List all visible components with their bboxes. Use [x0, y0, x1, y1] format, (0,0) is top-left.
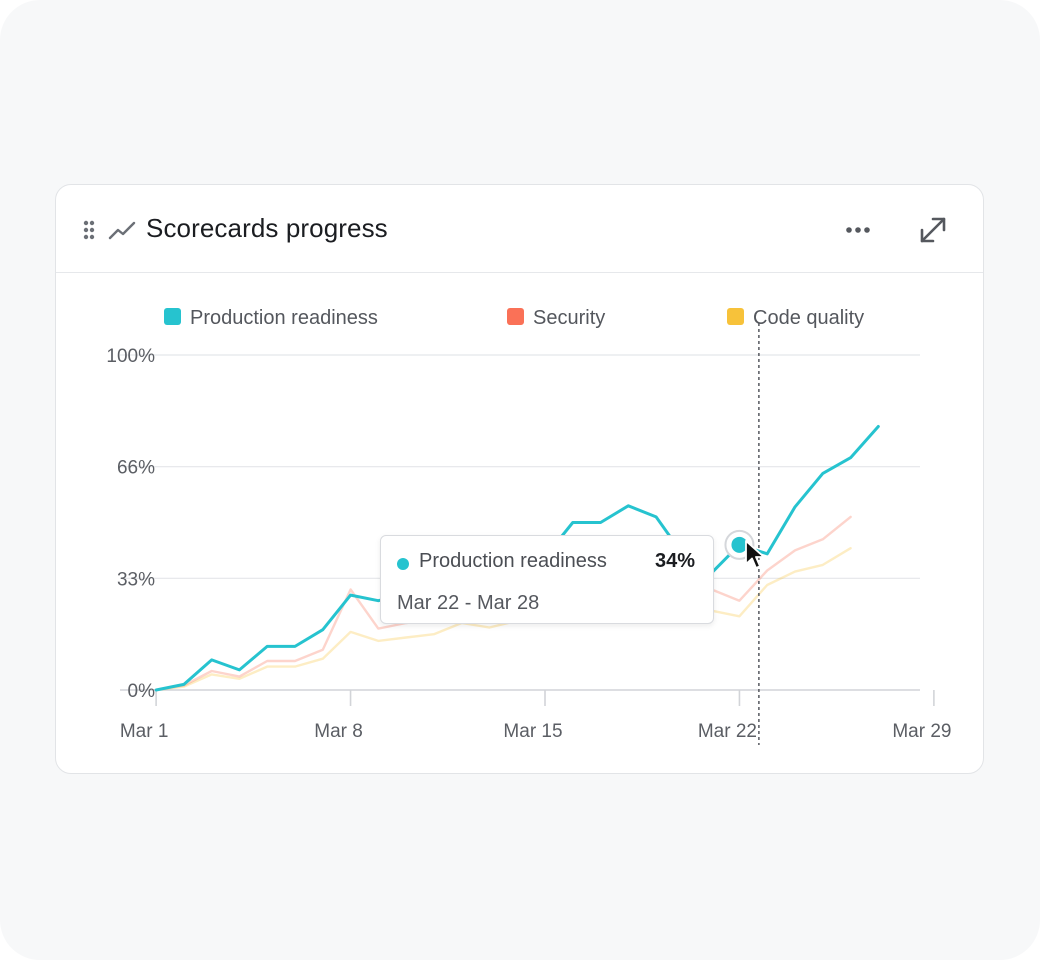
legend-item-security[interactable]: Security — [507, 307, 605, 329]
expand-icon — [920, 217, 946, 243]
scorecards-progress-widget: Scorecards progress — [55, 184, 984, 774]
widget-header: Scorecards progress — [56, 185, 983, 273]
mouse-cursor-icon — [745, 540, 765, 569]
trend-line-icon — [108, 221, 136, 240]
series-line-code-quality — [154, 547, 852, 692]
x-tick-label-mar-22: Mar 22 — [698, 721, 757, 742]
tooltip-series-dot — [397, 558, 409, 570]
tooltip-value: 34% — [654, 550, 695, 572]
drag-handle-icon[interactable] — [83, 220, 95, 240]
tooltip-series-name: Production readiness — [419, 550, 607, 572]
y-tick-label-100: 100% — [106, 346, 155, 367]
legend-item-code-quality[interactable]: Code quality — [727, 307, 864, 329]
x-tick-label-mar-1: Mar 1 — [120, 721, 169, 742]
more-options-button[interactable] — [841, 213, 875, 247]
tooltip-date-range: Mar 22 - Mar 28 — [397, 592, 540, 614]
chart-legend: Production readiness Security Code quali… — [164, 307, 864, 329]
widget-title: Scorecards progress — [146, 213, 388, 243]
x-tick-label-mar-8: Mar 8 — [314, 721, 363, 742]
chart-tooltip: Production readiness 34% Mar 22 - Mar 28 — [380, 535, 714, 624]
legend-label-security: Security — [533, 307, 605, 329]
legend-swatch-production-readiness — [164, 308, 181, 325]
legend-swatch-security — [507, 308, 524, 325]
x-tick-label-mar-29: Mar 29 — [892, 721, 951, 742]
y-tick-label-66: 66% — [117, 458, 155, 479]
x-axis: Mar 1 Mar 8 Mar 15 Mar 22 Mar 29 — [120, 690, 951, 742]
expand-button[interactable] — [914, 211, 952, 249]
more-horizontal-icon — [846, 227, 870, 233]
legend-label-code-quality: Code quality — [753, 307, 864, 329]
legend-swatch-code-quality — [727, 308, 744, 325]
legend-label-production-readiness: Production readiness — [190, 307, 378, 329]
point-dot-production-readiness[interactable] — [731, 536, 748, 553]
y-tick-label-0: 0% — [128, 681, 156, 702]
y-tick-label-33: 33% — [117, 569, 155, 590]
x-tick-label-mar-15: Mar 15 — [503, 721, 562, 742]
line-chart: Production readiness Security Code quali… — [106, 307, 951, 745]
chart-gridlines — [120, 354, 920, 691]
y-axis-labels: 0% 33% 66% 100% — [106, 346, 155, 702]
legend-item-production-readiness[interactable]: Production readiness — [164, 307, 378, 329]
